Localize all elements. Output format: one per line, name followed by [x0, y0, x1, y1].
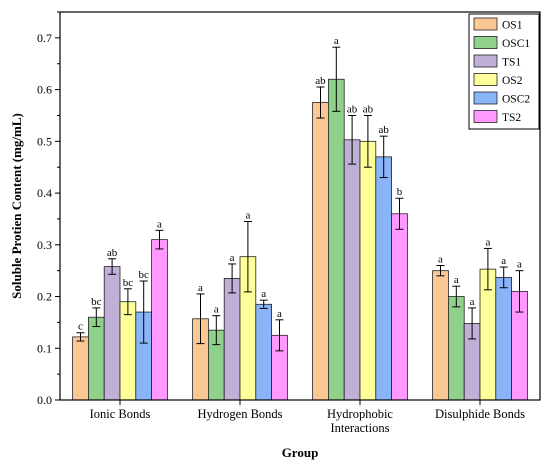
legend-swatch: [473, 91, 498, 105]
legend-swatch: [473, 54, 498, 68]
plot-frame: [59, 11, 541, 401]
significance-label: ab: [379, 124, 390, 136]
legend-swatch: [473, 110, 498, 123]
x-tick-label-line: Hydrophobic: [327, 407, 393, 421]
y-tick-label: 0.0: [37, 393, 52, 407]
legend-label: OSC1: [502, 38, 530, 50]
axes: Soluble Protien Content (mg/mL) Group 0.…: [9, 11, 541, 460]
x-axis-title: Group: [282, 445, 319, 460]
legend-box: [468, 13, 540, 130]
legend-label: OSC2: [502, 94, 530, 106]
y-tick-label: 0.1: [37, 341, 52, 355]
significance-label: a: [214, 304, 219, 316]
y-tick-label: 0.6: [37, 83, 52, 97]
bar-osc2: [255, 303, 273, 401]
significance-label: a: [517, 259, 522, 271]
significance-label: a: [485, 236, 490, 248]
legend-swatch: [473, 36, 498, 49]
y-tick-label: 0.3: [37, 238, 52, 252]
significance-label: bc: [123, 277, 134, 289]
bar-osc1: [447, 296, 465, 401]
significance-label: a: [454, 274, 459, 286]
y-tick-label: 0.7: [37, 31, 52, 45]
bar-os2: [359, 140, 377, 401]
bar-ts1: [103, 266, 121, 401]
bar-osc1: [88, 316, 105, 401]
significance-label: a: [261, 288, 266, 300]
bar-os1: [72, 336, 89, 401]
significance-label: ab: [107, 247, 118, 259]
significance-label: c: [78, 321, 83, 333]
x-tick-label-line: Disulphide Bonds: [435, 407, 525, 421]
significance-label: ab: [315, 75, 326, 87]
significance-label: a: [470, 296, 475, 308]
bar-os1: [312, 102, 329, 401]
significance-label: a: [334, 35, 339, 47]
significance-label: bc: [91, 296, 102, 308]
x-tick-label-line: Ionic Bonds: [90, 407, 151, 421]
legend-label: OS1: [502, 20, 523, 32]
y-tick-label: 0.2: [37, 290, 52, 304]
significance-label: a: [198, 282, 203, 294]
y-tick-label: 0.5: [37, 134, 52, 148]
significance-label: ab: [347, 103, 358, 115]
bar-osc2: [495, 276, 512, 401]
bar-os2: [119, 301, 137, 401]
significance-label: a: [501, 255, 506, 267]
legend-label: TS2: [502, 112, 521, 124]
significance-label: a: [438, 253, 443, 265]
x-tick-label: Ionic Bonds: [90, 407, 151, 421]
legend-label: OS2: [502, 75, 523, 87]
x-tick-label: Disulphide Bonds: [435, 407, 525, 421]
significance-label: b: [397, 186, 403, 198]
bar-ts1: [223, 278, 241, 401]
bar-ts2: [391, 213, 408, 401]
significance-label: a: [157, 218, 162, 230]
bar-ts2: [151, 239, 168, 401]
x-tick-label-line: Hydrogen Bonds: [197, 407, 282, 421]
significance-label: bc: [139, 269, 150, 281]
significance-label: a: [277, 308, 282, 320]
significance-label: a: [245, 210, 250, 222]
legend-swatch: [473, 73, 498, 86]
x-tick-label-line: Interactions: [330, 421, 389, 435]
legend-label: TS1: [502, 57, 521, 69]
bar-osc2: [375, 156, 392, 401]
bar-os1: [432, 270, 449, 401]
y-axis-title: Soluble Protien Content (mg/mL): [9, 113, 24, 299]
legend-swatch: [473, 17, 498, 31]
bar-osc1: [327, 78, 345, 401]
legend: OS1 OSC1 TS1 OS2 OSC2 TS2: [468, 13, 540, 130]
significance-label: ab: [363, 103, 374, 115]
significance-label: a: [230, 252, 235, 264]
x-tick-label: Hydrogen Bonds: [197, 407, 282, 421]
bar-ts1: [343, 139, 361, 401]
x-tick-label: Hydrophobic Interactions: [327, 407, 393, 435]
y-tick-label: 0.4: [37, 186, 52, 200]
